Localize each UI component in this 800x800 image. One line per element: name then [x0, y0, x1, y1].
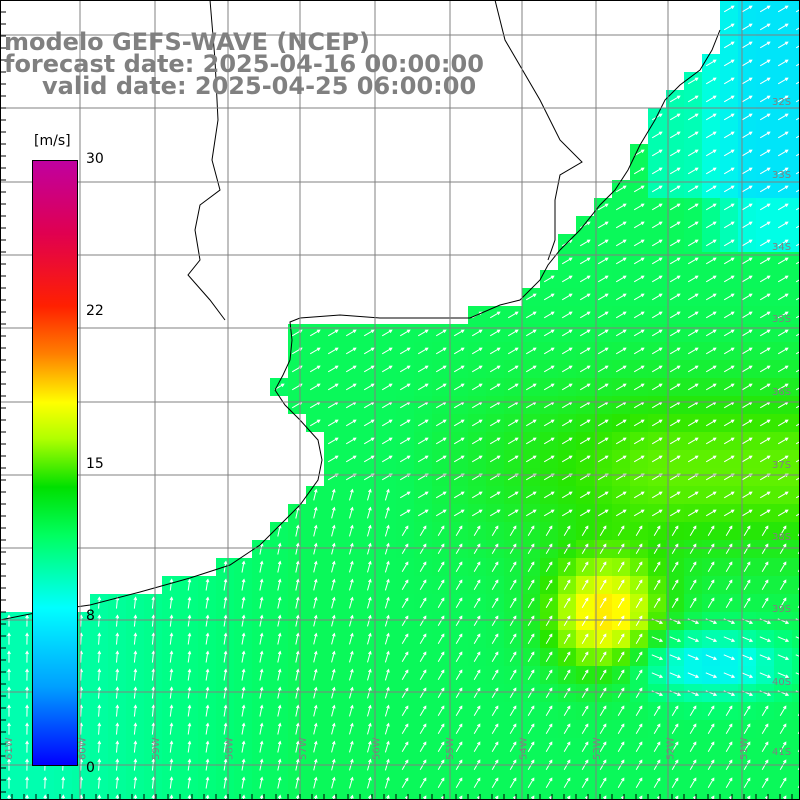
- lat-label: 35S: [772, 314, 791, 325]
- model-title: modelo GEFS-WAVE (NCEP): [4, 28, 370, 56]
- lon-label: 57W: [298, 737, 309, 760]
- lat-label: 33S: [772, 170, 791, 181]
- lon-label: 53W: [592, 737, 603, 760]
- lon-label: 51W: [739, 737, 750, 760]
- lat-label: 40S: [772, 677, 791, 688]
- lat-label: 37S: [772, 460, 791, 471]
- lon-label: 56W: [372, 737, 383, 760]
- lon-label: 52W: [666, 737, 677, 760]
- colorbar-tick-0: 0: [86, 760, 95, 776]
- border-line: [494, 0, 583, 261]
- lon-label: 58W: [225, 737, 236, 760]
- colorbar-tick-8: 8: [86, 608, 95, 624]
- lat-label: 41S: [772, 747, 791, 758]
- forecast-date: forecast date: 2025-04-16 00:00:00: [4, 50, 484, 78]
- lon-label: 61W: [4, 737, 15, 760]
- lat-label: 32S: [772, 97, 791, 108]
- lat-label: 38S: [772, 532, 791, 543]
- lon-label: 59W: [151, 737, 162, 760]
- lon-label: 60W: [78, 737, 89, 760]
- lon-label: 55W: [445, 737, 456, 760]
- colorbar: [32, 160, 78, 766]
- colorbar-unit: [m/s]: [34, 133, 71, 149]
- wind-vectors: [7, 5, 800, 800]
- colorbar-tick-30: 30: [86, 151, 104, 167]
- lat-label: 34S: [772, 242, 791, 253]
- lat-label: 39S: [772, 604, 791, 615]
- colorbar-tick-22: 22: [86, 303, 104, 319]
- colorbar-tick-15: 15: [86, 456, 104, 472]
- lon-label: 54W: [519, 737, 530, 760]
- coastline: [0, 29, 721, 621]
- valid-date: valid date: 2025-04-25 06:00:00: [42, 72, 477, 100]
- lat-label: 36S: [772, 387, 791, 398]
- border-line: [187, 0, 226, 321]
